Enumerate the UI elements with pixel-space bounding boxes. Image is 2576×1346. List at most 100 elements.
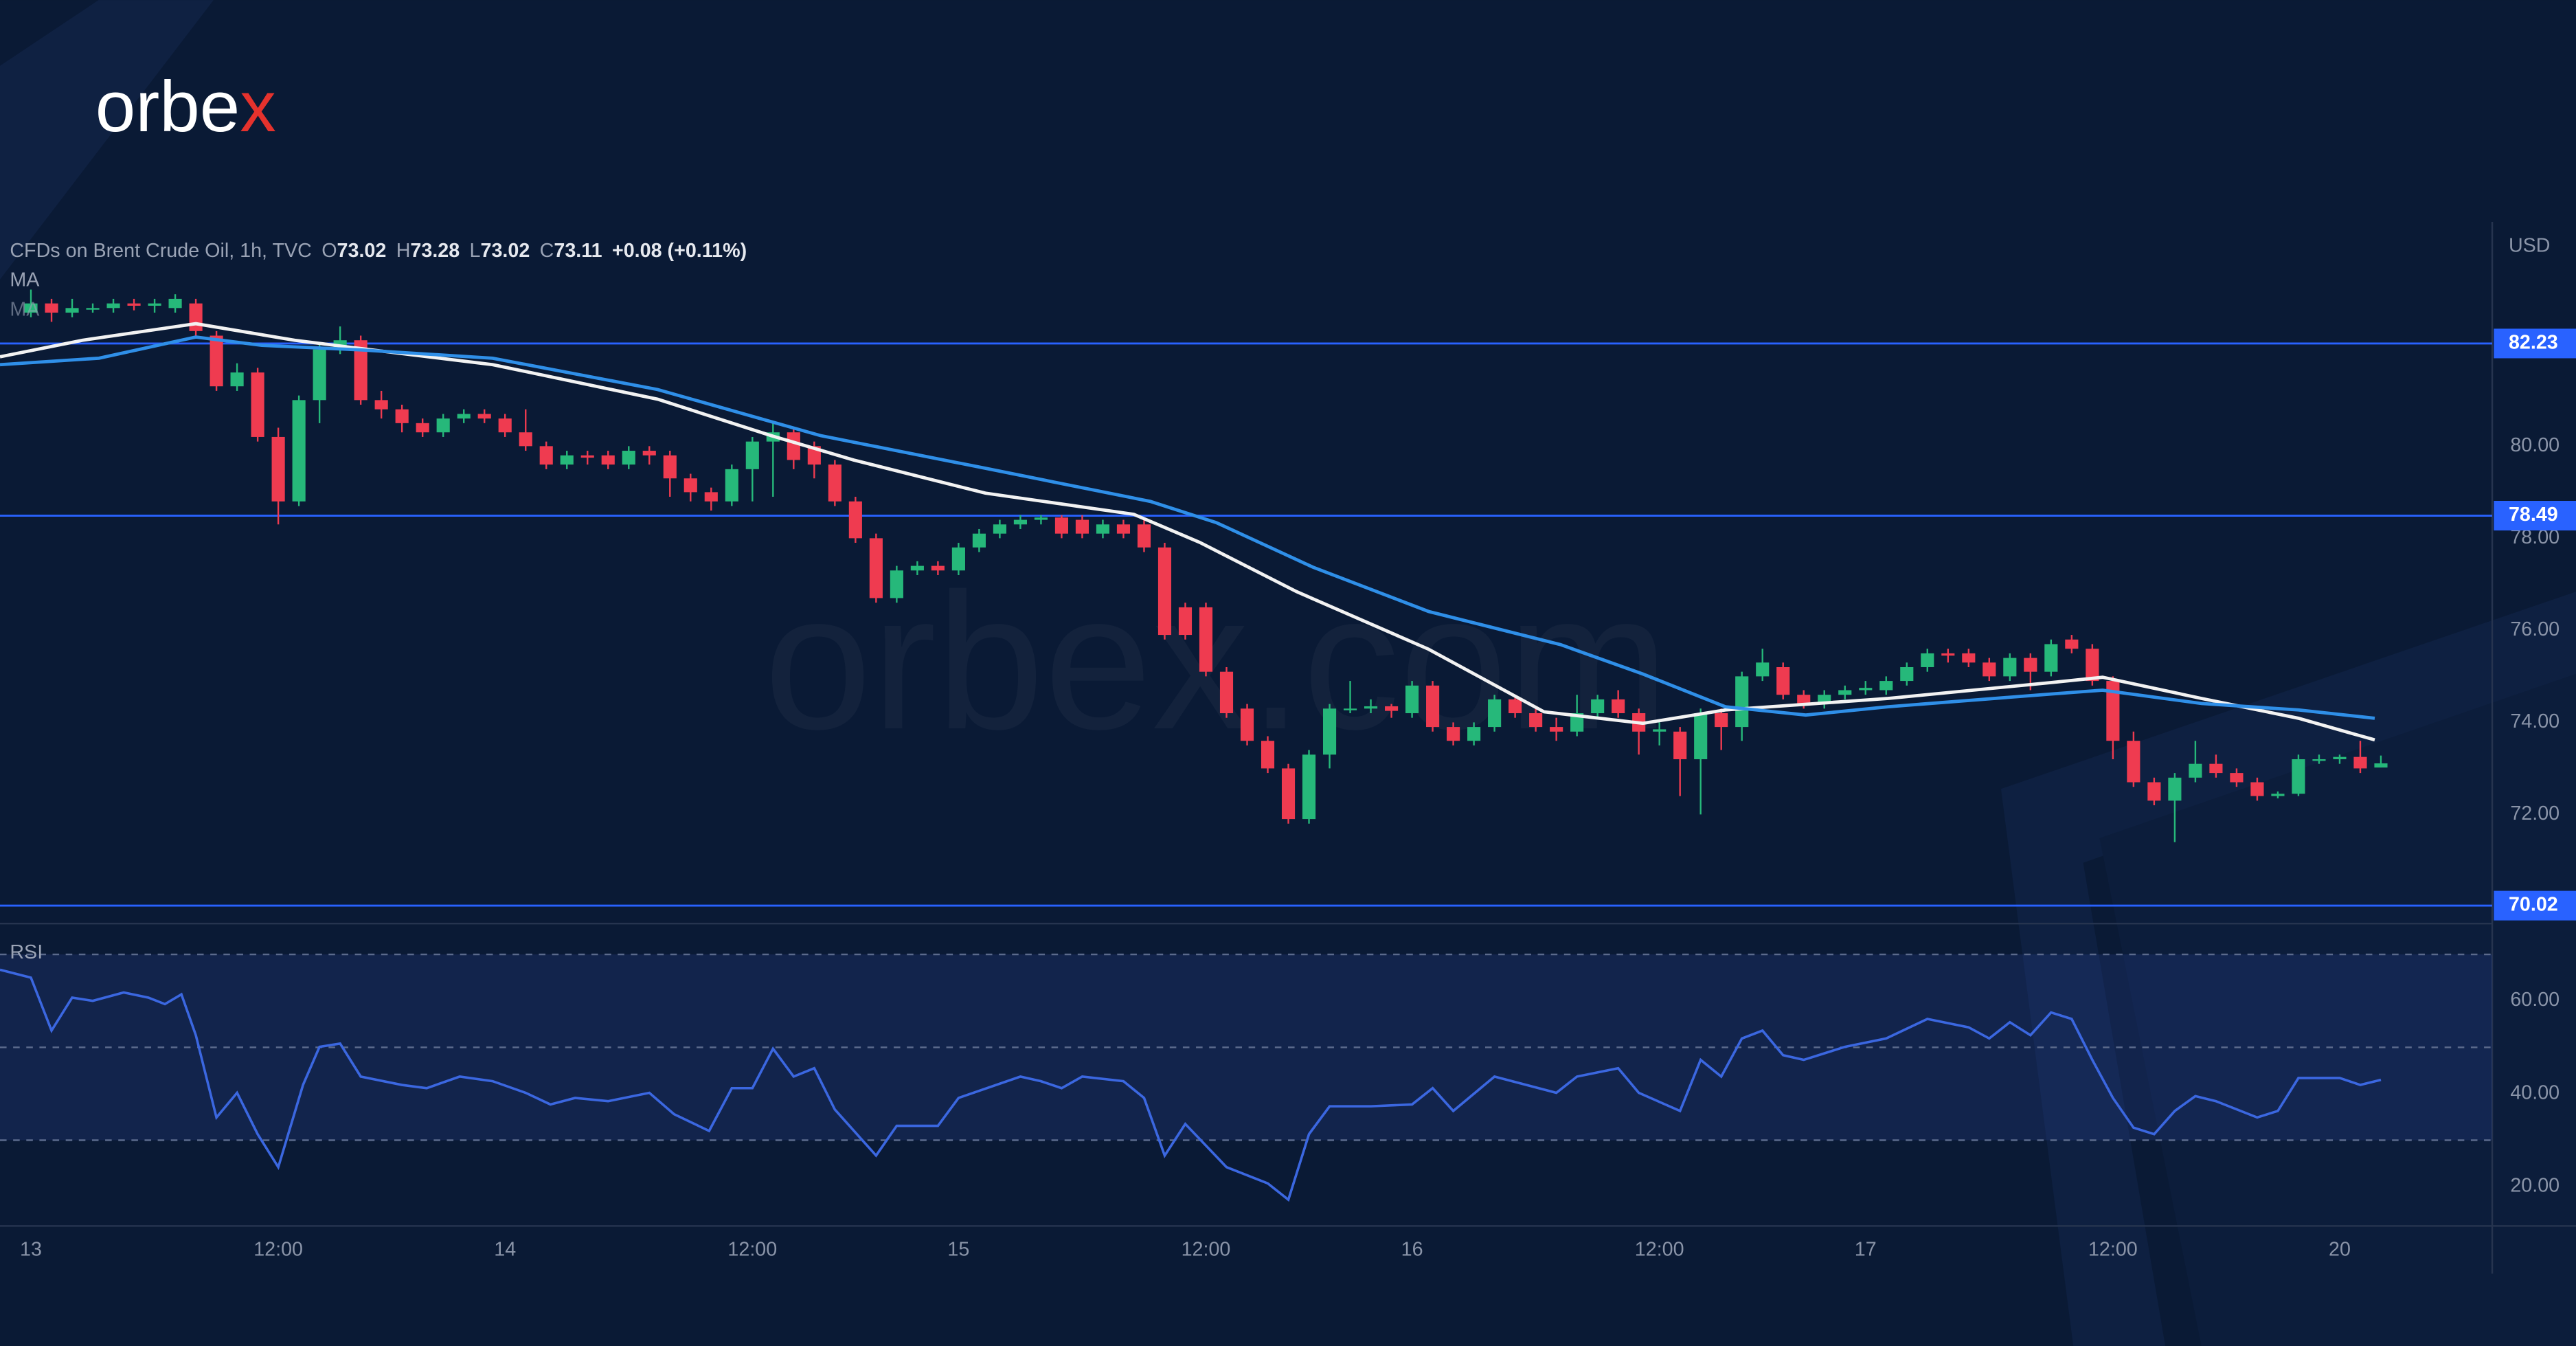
ohlc-value: 73.02 [337,240,387,262]
candle-body [1447,727,1460,741]
candle-body [1509,699,1522,713]
candle-body [910,565,924,571]
candle-body [890,570,903,598]
decor-panel [2099,673,2576,1346]
candle-body [1137,524,1151,548]
decor-stripe [2000,592,2576,1346]
candle-body [539,446,553,465]
candle-body [1096,524,1110,534]
candle-body [106,303,120,309]
candle-body [725,469,738,502]
x-tick-label: 12:00 [727,1239,777,1261]
candle-body [313,349,326,401]
ohlc-label: C [540,240,554,262]
candle-body [972,533,986,548]
candle-body [271,436,285,502]
x-tick-label: 12:00 [253,1239,303,1261]
candle-body [1550,727,1563,732]
y-tick-label: 72.00 [2510,803,2560,825]
candle-body [519,432,532,447]
candle-body [45,303,58,313]
ma-line [0,322,2375,742]
ohlc-label: O [321,240,337,262]
level-label: 78.49 [2509,504,2558,526]
candle-body [498,418,512,433]
x-tick-label: 15 [947,1239,969,1261]
candle-body [1075,519,1089,534]
candle-body [1591,699,1605,713]
candle-body [1199,607,1213,672]
ohlc-label: H [396,240,411,262]
candle-body [1426,685,1440,728]
rsi-line [0,968,2382,1202]
candle-body [2374,763,2388,768]
candle-body [1343,708,1357,710]
candle-body [1859,688,1873,691]
candle-body [663,455,677,479]
x-tick-label: 20 [2329,1239,2351,1261]
candle-body [1570,713,1584,732]
legend-entry: MA [10,269,40,291]
candle-body [210,335,223,387]
ohlc-value: 73.28 [410,240,460,262]
candle-body [1261,741,1275,769]
plot: 72.0074.0076.0078.0080.0082.2378.4970.02… [0,289,2576,1261]
candle-body [828,464,841,502]
candle-body [1735,676,1749,728]
candle-body [168,298,182,309]
change-label: +0.08 (+0.11%) [612,240,747,262]
candle-body [1941,653,1955,656]
candle-body [1529,713,1543,728]
candle-body [416,423,429,433]
candle-body [601,455,615,465]
candle-body [1054,517,1069,534]
x-tick-label: 13 [20,1239,42,1261]
legend-entry: MA [10,299,40,321]
candle-body [1612,699,1625,713]
candle-body [2044,644,2058,672]
candle-body [2168,777,2182,801]
candle-body [1921,653,1934,667]
rsi-title: RSI [10,941,43,963]
candle-body [189,303,203,331]
y-tick-label: 60.00 [2510,989,2560,1011]
candle-body [1240,708,1254,741]
candle-body [993,524,1006,534]
candle-body [1488,699,1502,728]
candle-body [2292,759,2305,794]
x-tick-label: 16 [1401,1239,1423,1261]
candle-body [1467,727,1481,741]
candle-body [1219,671,1234,713]
y-tick-label: 76.00 [2510,618,2560,640]
candle-body [2230,773,2244,783]
candle-body [2271,794,2285,796]
candle-body [2065,639,2079,649]
logo: orbex [95,67,276,147]
candle-body [787,432,800,460]
candle-body [1178,607,1193,636]
candle-body [1900,666,1914,682]
candle-body [457,414,471,419]
y-tick-label: 80.00 [2510,434,2560,456]
candle-body [1013,519,1027,525]
level-label-bg [2494,500,2576,531]
candle-body [354,340,368,401]
candle-body [374,400,388,410]
candle-body [2127,741,2140,783]
candle-body [745,441,759,469]
candle-body [2333,756,2347,759]
x-tick-label: 12:00 [1182,1239,1231,1261]
candle-body [1715,713,1728,728]
candle-body [1385,706,1399,711]
candle-body [2024,658,2037,672]
candle-body [951,547,965,571]
candle-body [683,478,697,493]
candle-body [2003,658,2017,677]
x-tick-label: 12:00 [2088,1239,2138,1261]
candle-body [2209,763,2223,774]
candle-body [2106,681,2120,741]
candle-body [24,303,38,313]
candle-body [2353,756,2367,769]
candle-body [848,501,862,539]
